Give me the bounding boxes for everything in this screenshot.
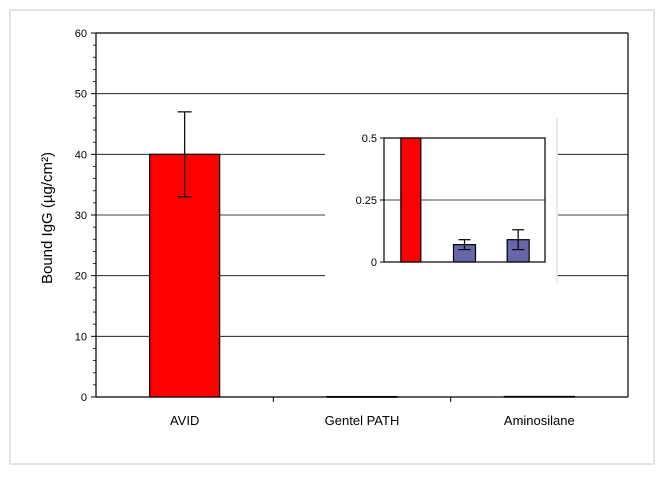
chart-frame bbox=[9, 9, 655, 465]
y-tick-label: 10 bbox=[75, 331, 87, 343]
x-tick-label: Aminosilane bbox=[504, 413, 575, 428]
x-tick-label: AVID bbox=[170, 413, 199, 428]
y-tick-label: 50 bbox=[75, 89, 87, 101]
inset-y-tick-label: 0 bbox=[371, 257, 377, 269]
y-tick-label: 20 bbox=[75, 271, 87, 283]
x-tick-label: Gentel PATH bbox=[325, 413, 400, 428]
inset-y-tick-label: 0.5 bbox=[362, 133, 377, 145]
y-axis-label: Bound IgG (µg/cm²) bbox=[39, 152, 56, 284]
main-plot: 0 10 20 30 40 50 60 AVID Gentel PATH Aminosilane bbox=[75, 28, 629, 428]
y-tick-label: 30 bbox=[75, 210, 87, 222]
inset-bar bbox=[400, 137, 422, 263]
inset-y-tick-label: 0.25 bbox=[356, 195, 377, 207]
y-tick-label: 0 bbox=[81, 392, 87, 404]
inset-plot: 0 0.25 0.5 bbox=[325, 118, 558, 283]
bar bbox=[326, 395, 398, 398]
bar bbox=[503, 395, 575, 398]
y-tick-label: 40 bbox=[75, 149, 87, 161]
y-tick-label: 60 bbox=[75, 28, 87, 40]
